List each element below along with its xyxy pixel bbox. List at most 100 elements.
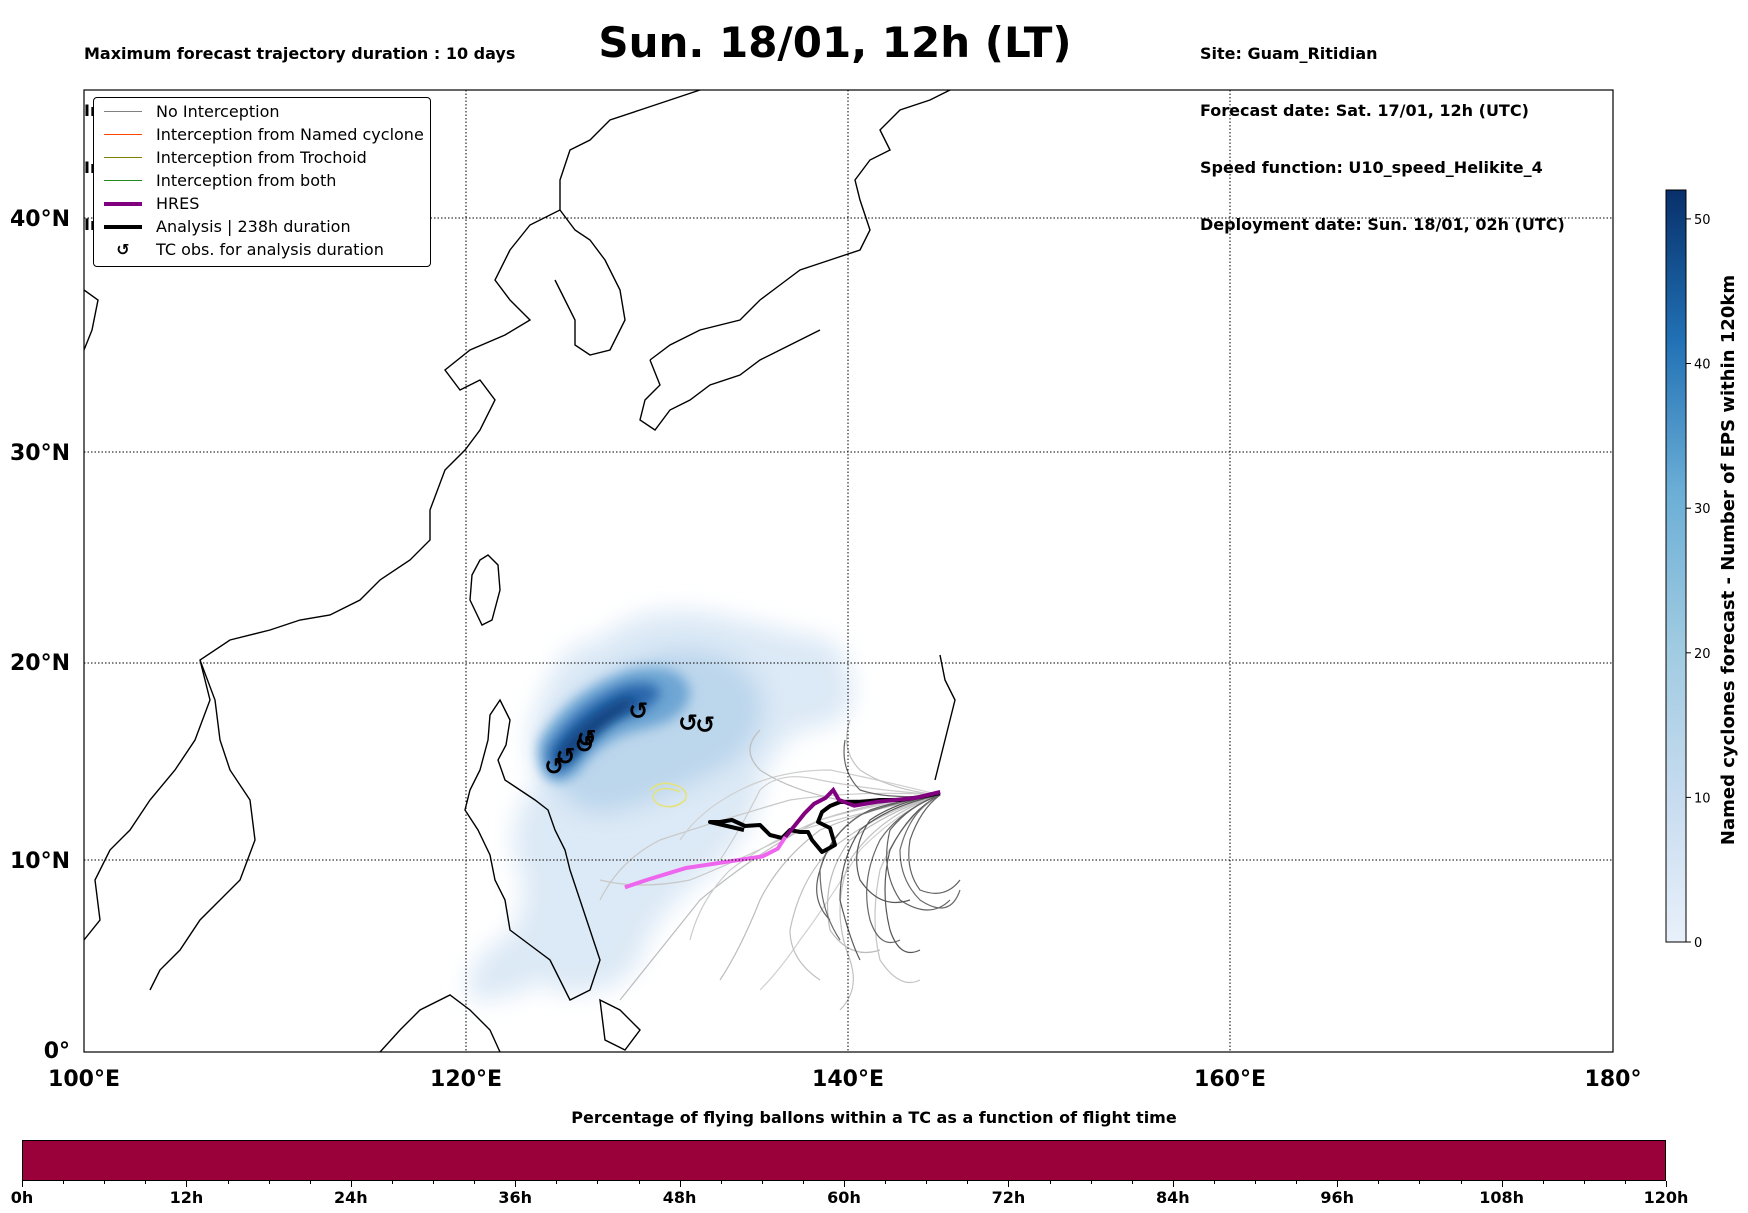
lat-label: 20°N — [10, 651, 70, 676]
legend-item: Interception from Named cyclone — [94, 123, 424, 146]
colorbar — [1665, 189, 1687, 943]
flight-time-tick — [1624, 1181, 1626, 1184]
lon-label: 100°E — [48, 1067, 120, 1092]
flight-time-tick — [1337, 1181, 1339, 1187]
flight-time-tick-label: 48h — [662, 1188, 697, 1207]
legend-item: Interception from both — [94, 169, 336, 192]
colorbar-label-wrap: Named cyclones forecast - Number of EPS … — [1718, 275, 1739, 845]
tc-obs-marker: ↺ — [575, 731, 595, 759]
flight-time-tick — [1501, 1181, 1503, 1187]
flight-time-tick — [515, 1181, 517, 1187]
flight-time-tick — [1666, 1181, 1667, 1187]
legend-label: Interception from Trochoid — [156, 148, 367, 167]
legend-line-sample — [104, 111, 142, 112]
legend-line-sample — [104, 201, 142, 206]
colorbar-tick-label: 40 — [1694, 358, 1711, 373]
colorbar-label: Named cyclones forecast - Number of EPS … — [1718, 275, 1739, 845]
flight-time-tick — [638, 1181, 640, 1184]
colorbar-tick-label: 30 — [1694, 502, 1711, 517]
header-right-line: Forecast date: Sat. 17/01, 12h (UTC) — [1200, 101, 1529, 120]
flight-time-tick — [1583, 1181, 1585, 1184]
bottom-bar-title: Percentage of flying ballons within a TC… — [571, 1108, 1177, 1127]
lon-label: 140°E — [812, 1067, 884, 1092]
flight-time-tick — [720, 1181, 722, 1184]
legend-line-sample — [104, 134, 142, 135]
flight-time-tick — [1419, 1181, 1421, 1184]
colorbar-tick-label: 50 — [1694, 213, 1711, 228]
lon-label: 160°E — [1194, 1067, 1266, 1092]
legend-line-sample — [104, 157, 142, 158]
legend-label: Analysis | 238h duration — [156, 217, 351, 236]
header-right-line: Deployment date: Sun. 18/01, 02h (UTC) — [1200, 215, 1565, 234]
flight-time-tick — [761, 1181, 763, 1184]
flight-time-tick — [597, 1181, 599, 1184]
hres-track — [783, 786, 941, 839]
legend-label: Interception from both — [156, 171, 337, 190]
flight-time-tick — [556, 1181, 558, 1184]
lat-label: 40°N — [10, 207, 70, 232]
colorbar-ticks: 0 10 20 30 40 50 — [1686, 213, 1711, 951]
flight-time-tick — [63, 1181, 65, 1184]
lon-label: 180° — [1585, 1067, 1642, 1092]
lat-label: 0° — [44, 1039, 70, 1064]
legend-item: ↺ TC obs. for analysis duration — [116, 239, 384, 259]
legend-label: Interception from Named cyclone — [156, 125, 424, 144]
header-right-line: Speed function: U10_speed_Helikite_4 — [1200, 158, 1543, 177]
legend-item: No Interception — [94, 100, 280, 123]
flight-time-tick-label: 108h — [1479, 1188, 1524, 1207]
legend-line-sample — [104, 224, 142, 229]
flight-time-tick-label: 0h — [10, 1188, 34, 1207]
flight-time-tick — [350, 1181, 352, 1187]
flight-time-tick — [1172, 1181, 1174, 1187]
map-plot-area: ↺↺↺↺↺ ↺↺ — [84, 90, 961, 1052]
hres-track-late — [624, 835, 788, 890]
lat-label: 30°N — [10, 441, 70, 466]
colorbar-tick-label: 0 — [1694, 936, 1702, 951]
flight-time-tick — [1049, 1181, 1051, 1184]
tc-obs-marker: ↺ — [544, 752, 564, 780]
flight-time-tick — [309, 1181, 311, 1184]
flight-time-bar — [22, 1140, 1666, 1181]
hres-layer — [624, 786, 941, 890]
analysis-track — [708, 791, 941, 854]
flight-time-tick — [967, 1181, 969, 1184]
flight-time-tick — [679, 1181, 681, 1187]
header-left-line: Maximum forecast trajectory duration : 1… — [84, 44, 516, 63]
colorbar-tick-label: 20 — [1694, 647, 1711, 662]
flight-time-tick — [268, 1181, 270, 1184]
tc-obs-marker: ↺ — [628, 697, 648, 725]
tc-obs-marker: ↺ — [577, 725, 597, 753]
flight-time-tick — [391, 1181, 393, 1184]
header-right-info: Site: Guam_Ritidian Forecast date: Sat. … — [1200, 6, 1565, 253]
flight-time-tick — [1131, 1181, 1133, 1184]
map-title: Sun. 18/01, 12h (LT) — [598, 18, 1072, 67]
header-right-line: Site: Guam_Ritidian — [1200, 44, 1378, 63]
gridlines — [84, 90, 1613, 1052]
legend-label: TC obs. for analysis duration — [156, 240, 384, 259]
colorbar-tick-label: 10 — [1694, 791, 1711, 806]
flight-time-tick-label: 60h — [827, 1188, 861, 1207]
flight-time-tick — [844, 1181, 845, 1187]
flight-time-tick-label: 120h — [1643, 1188, 1689, 1207]
map-legend: No Interception Interception from Named … — [93, 97, 431, 267]
legend-label: HRES — [156, 194, 200, 213]
tc-obs-marker: ↺ — [678, 709, 698, 737]
tc-obs-marker: ↺ — [556, 743, 576, 771]
flight-time-tick — [1255, 1181, 1256, 1184]
legend-item: Interception from Trochoid — [94, 146, 367, 169]
flight-time-tick — [1460, 1181, 1462, 1184]
flight-time-tick — [885, 1181, 887, 1184]
flight-time-tick — [1378, 1181, 1380, 1184]
legend-item: HRES — [94, 192, 199, 215]
flight-time-tick — [1008, 1181, 1010, 1187]
flight-time-tick-label: 36h — [498, 1188, 533, 1207]
flight-time-tick — [802, 1181, 804, 1184]
tc-obs-layer: ↺↺↺↺↺ ↺↺ — [544, 697, 715, 781]
legend-item: Analysis | 238h duration — [94, 215, 351, 238]
legend-line-sample — [104, 180, 142, 181]
flight-time-tick — [433, 1181, 434, 1184]
flight-time-tick — [1213, 1181, 1215, 1184]
flight-time-tick — [104, 1181, 106, 1184]
trochoid-loop — [649, 782, 688, 808]
